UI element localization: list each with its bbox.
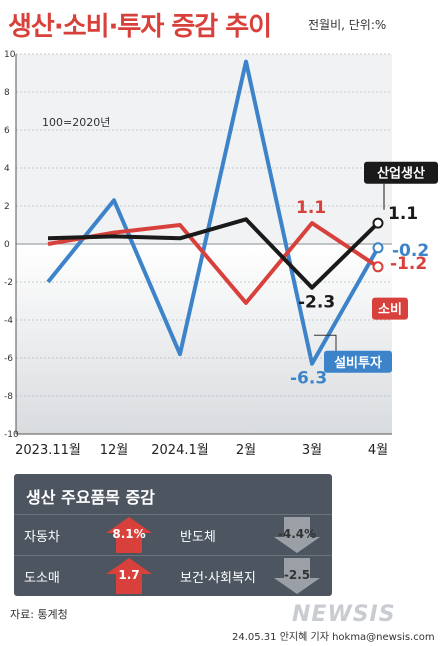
- unit-note: 전월비, 단위:%: [308, 18, 387, 32]
- line-chart: 10 8 6 4 2 0 -2 -4 -6 -8 -10 2023.11월 12월 2024.1월 2월 3월…: [4, 50, 438, 458]
- panel-title: 생산 주요품목 증감: [26, 488, 155, 507]
- item-label: 반도체: [180, 530, 216, 545]
- panel-row: 자동차 8.1% 반도체 -4.4%: [14, 514, 332, 555]
- y-tick-label: 4: [4, 164, 10, 174]
- legend-label-consumption: 소비: [378, 303, 402, 318]
- end-marker: [372, 242, 384, 254]
- plot-bg-upper: [16, 54, 392, 244]
- legend-leader: [314, 334, 337, 351]
- base-note: 100=2020년: [42, 116, 110, 129]
- legend-box-production: [364, 161, 438, 184]
- item-label: 도소매: [24, 571, 60, 586]
- x-tick-label: 4월: [368, 443, 388, 458]
- items-panel: 생산 주요품목 증감 자동차 8.1% 반도체 -4.4% 도소매 1.7 보: [14, 474, 332, 596]
- item-semiconductor: 반도체 -4.4%: [174, 515, 332, 555]
- y-tick-label: 0: [4, 240, 10, 250]
- end-marker: [372, 217, 384, 229]
- up-arrow-icon: 1.7: [106, 558, 152, 594]
- item-health-welfare: 보건·사회복지 -2.5: [174, 556, 332, 596]
- item-value: 1.7: [118, 568, 140, 582]
- item-value: -2.5: [283, 568, 311, 582]
- item-value: 8.1%: [112, 527, 146, 541]
- panel-row: 도소매 1.7 보건·사회복지 -2.5: [14, 555, 332, 596]
- x-tick-label: 3월: [302, 443, 322, 458]
- legend-box-consumption: [372, 297, 408, 320]
- y-tick-label: -8: [4, 392, 13, 402]
- item-retail: 도소매 1.7: [14, 556, 174, 596]
- up-arrow-icon: 8.1%: [106, 517, 152, 553]
- y-tick-label: -4: [4, 316, 13, 326]
- y-tick-label: -6: [4, 354, 13, 364]
- series-line-2: [46, 59, 380, 366]
- down-arrow-icon: -2.5: [274, 558, 320, 594]
- item-label: 보건·사회복지: [180, 571, 256, 586]
- y-tick-label: -2: [4, 278, 13, 288]
- x-tick-label: 12월: [100, 443, 129, 458]
- y-tick-label: 10: [4, 50, 16, 60]
- series-line-1: [47, 221, 380, 305]
- data-label-investment-apr: -0.2: [392, 241, 429, 261]
- page-title: 생산·소비·투자 증감 추이: [8, 12, 272, 42]
- source-note: 자료: 통계청: [10, 608, 68, 621]
- data-label-investment-mar: -6.3: [290, 369, 327, 389]
- legend-box-investment: [324, 350, 392, 373]
- x-tick-label: 2월: [236, 443, 256, 458]
- y-tick-label: -10: [4, 430, 19, 440]
- item-label: 자동차: [24, 530, 60, 545]
- series-line-0: [47, 217, 380, 290]
- plot-bg-lower: [16, 244, 392, 434]
- x-tick-label: 2024.1월: [151, 443, 208, 458]
- credit-line: 24.05.31 안지혜 기자 hokma@newsis.com: [232, 632, 435, 643]
- down-arrow-icon: -4.4%: [274, 517, 320, 553]
- legend-label-investment: 설비투자: [334, 356, 382, 371]
- y-tick-label: 6: [4, 126, 10, 136]
- x-tick-label: 2023.11월: [15, 443, 81, 458]
- data-label-consumption-apr: -1.2: [390, 254, 427, 274]
- item-value: -4.4%: [277, 527, 317, 541]
- legend-label-production: 산업생산: [377, 166, 425, 182]
- data-label-consumption-mar: 1.1: [296, 198, 326, 218]
- end-marker: [372, 261, 384, 273]
- watermark-logo: NEWSIS: [292, 602, 396, 627]
- item-automobile: 자동차 8.1%: [14, 515, 174, 555]
- data-label-production-mar: -2.3: [298, 293, 335, 313]
- y-tick-label: 2: [4, 202, 10, 212]
- data-label-production-apr: 1.1: [388, 204, 418, 224]
- y-tick-label: 8: [4, 88, 10, 98]
